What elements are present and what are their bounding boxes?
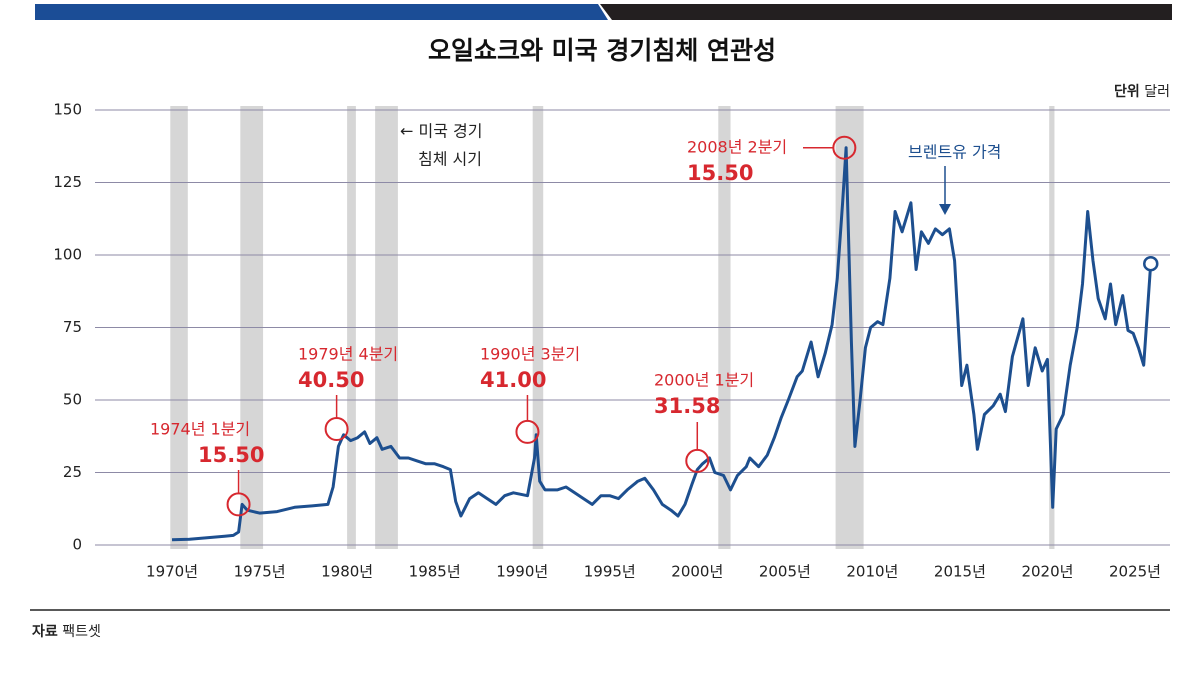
unit-value: 달러	[1144, 84, 1170, 100]
x-tick-label: 2000년	[671, 563, 723, 581]
x-tick-label: 2010년	[846, 563, 898, 581]
annotation-value: 15.50	[687, 161, 753, 185]
y-tick-label: 50	[63, 391, 82, 409]
annotation-circle	[685, 448, 710, 473]
annotation-label: 2000년 1분기	[654, 371, 754, 390]
series-arrowhead	[939, 204, 951, 215]
annotation-value: 31.58	[654, 394, 720, 418]
x-tick-label: 1985년	[409, 563, 461, 581]
annotation-circle	[324, 417, 349, 441]
series-label: 브렌트유 가격	[908, 143, 1001, 162]
unit-label: 단위	[1114, 83, 1140, 100]
x-tick-label: 2020년	[1021, 563, 1073, 581]
source-label: 자료	[32, 624, 58, 640]
x-tick-label: 1995년	[584, 563, 636, 581]
annotation-label: 2008년 2분기	[687, 138, 787, 157]
x-tick-label: 1980년	[321, 563, 373, 581]
annotation-value: 40.50	[298, 368, 364, 392]
end-point	[1142, 255, 1159, 272]
top-bar-blue	[35, 4, 608, 20]
annotation-circle	[832, 135, 857, 160]
x-tick-label: 2005년	[759, 563, 811, 581]
source: 자료 팩트셋	[32, 624, 101, 640]
annotation-value: 41.00	[480, 368, 546, 392]
recession-note: ← 미국 경기	[400, 122, 482, 141]
unit: 단위 달러	[1114, 83, 1170, 100]
y-tick-label: 150	[53, 101, 82, 119]
y-tick-label: 25	[63, 463, 82, 481]
x-tick-label: 1990년	[496, 563, 548, 581]
x-tick-label: 2025년	[1109, 563, 1161, 581]
annotation-circle	[226, 492, 251, 517]
x-tick-label: 1975년	[234, 563, 286, 581]
y-tick-label: 100	[53, 246, 82, 264]
source-value: 팩트셋	[62, 624, 101, 640]
y-tick-label: 0	[72, 536, 82, 554]
x-tick-label: 1970년	[146, 563, 198, 581]
annotation-label: 1974년 1분기	[150, 420, 250, 439]
annotation-value: 15.50	[198, 443, 264, 467]
top-bar-dark	[600, 4, 1172, 20]
x-tick-label: 2015년	[934, 563, 986, 581]
y-tick-label: 125	[53, 173, 82, 191]
annotation-label: 1990년 3분기	[480, 345, 580, 364]
chart-title: 오일쇼크와 미국 경기침체 연관성	[428, 36, 776, 65]
y-tick-label: 75	[63, 318, 82, 336]
annotation-label: 1979년 4분기	[298, 345, 398, 364]
recession-note: 침체 시기	[418, 150, 482, 169]
annotation-circle	[515, 419, 540, 444]
series-line	[171, 146, 1153, 542]
